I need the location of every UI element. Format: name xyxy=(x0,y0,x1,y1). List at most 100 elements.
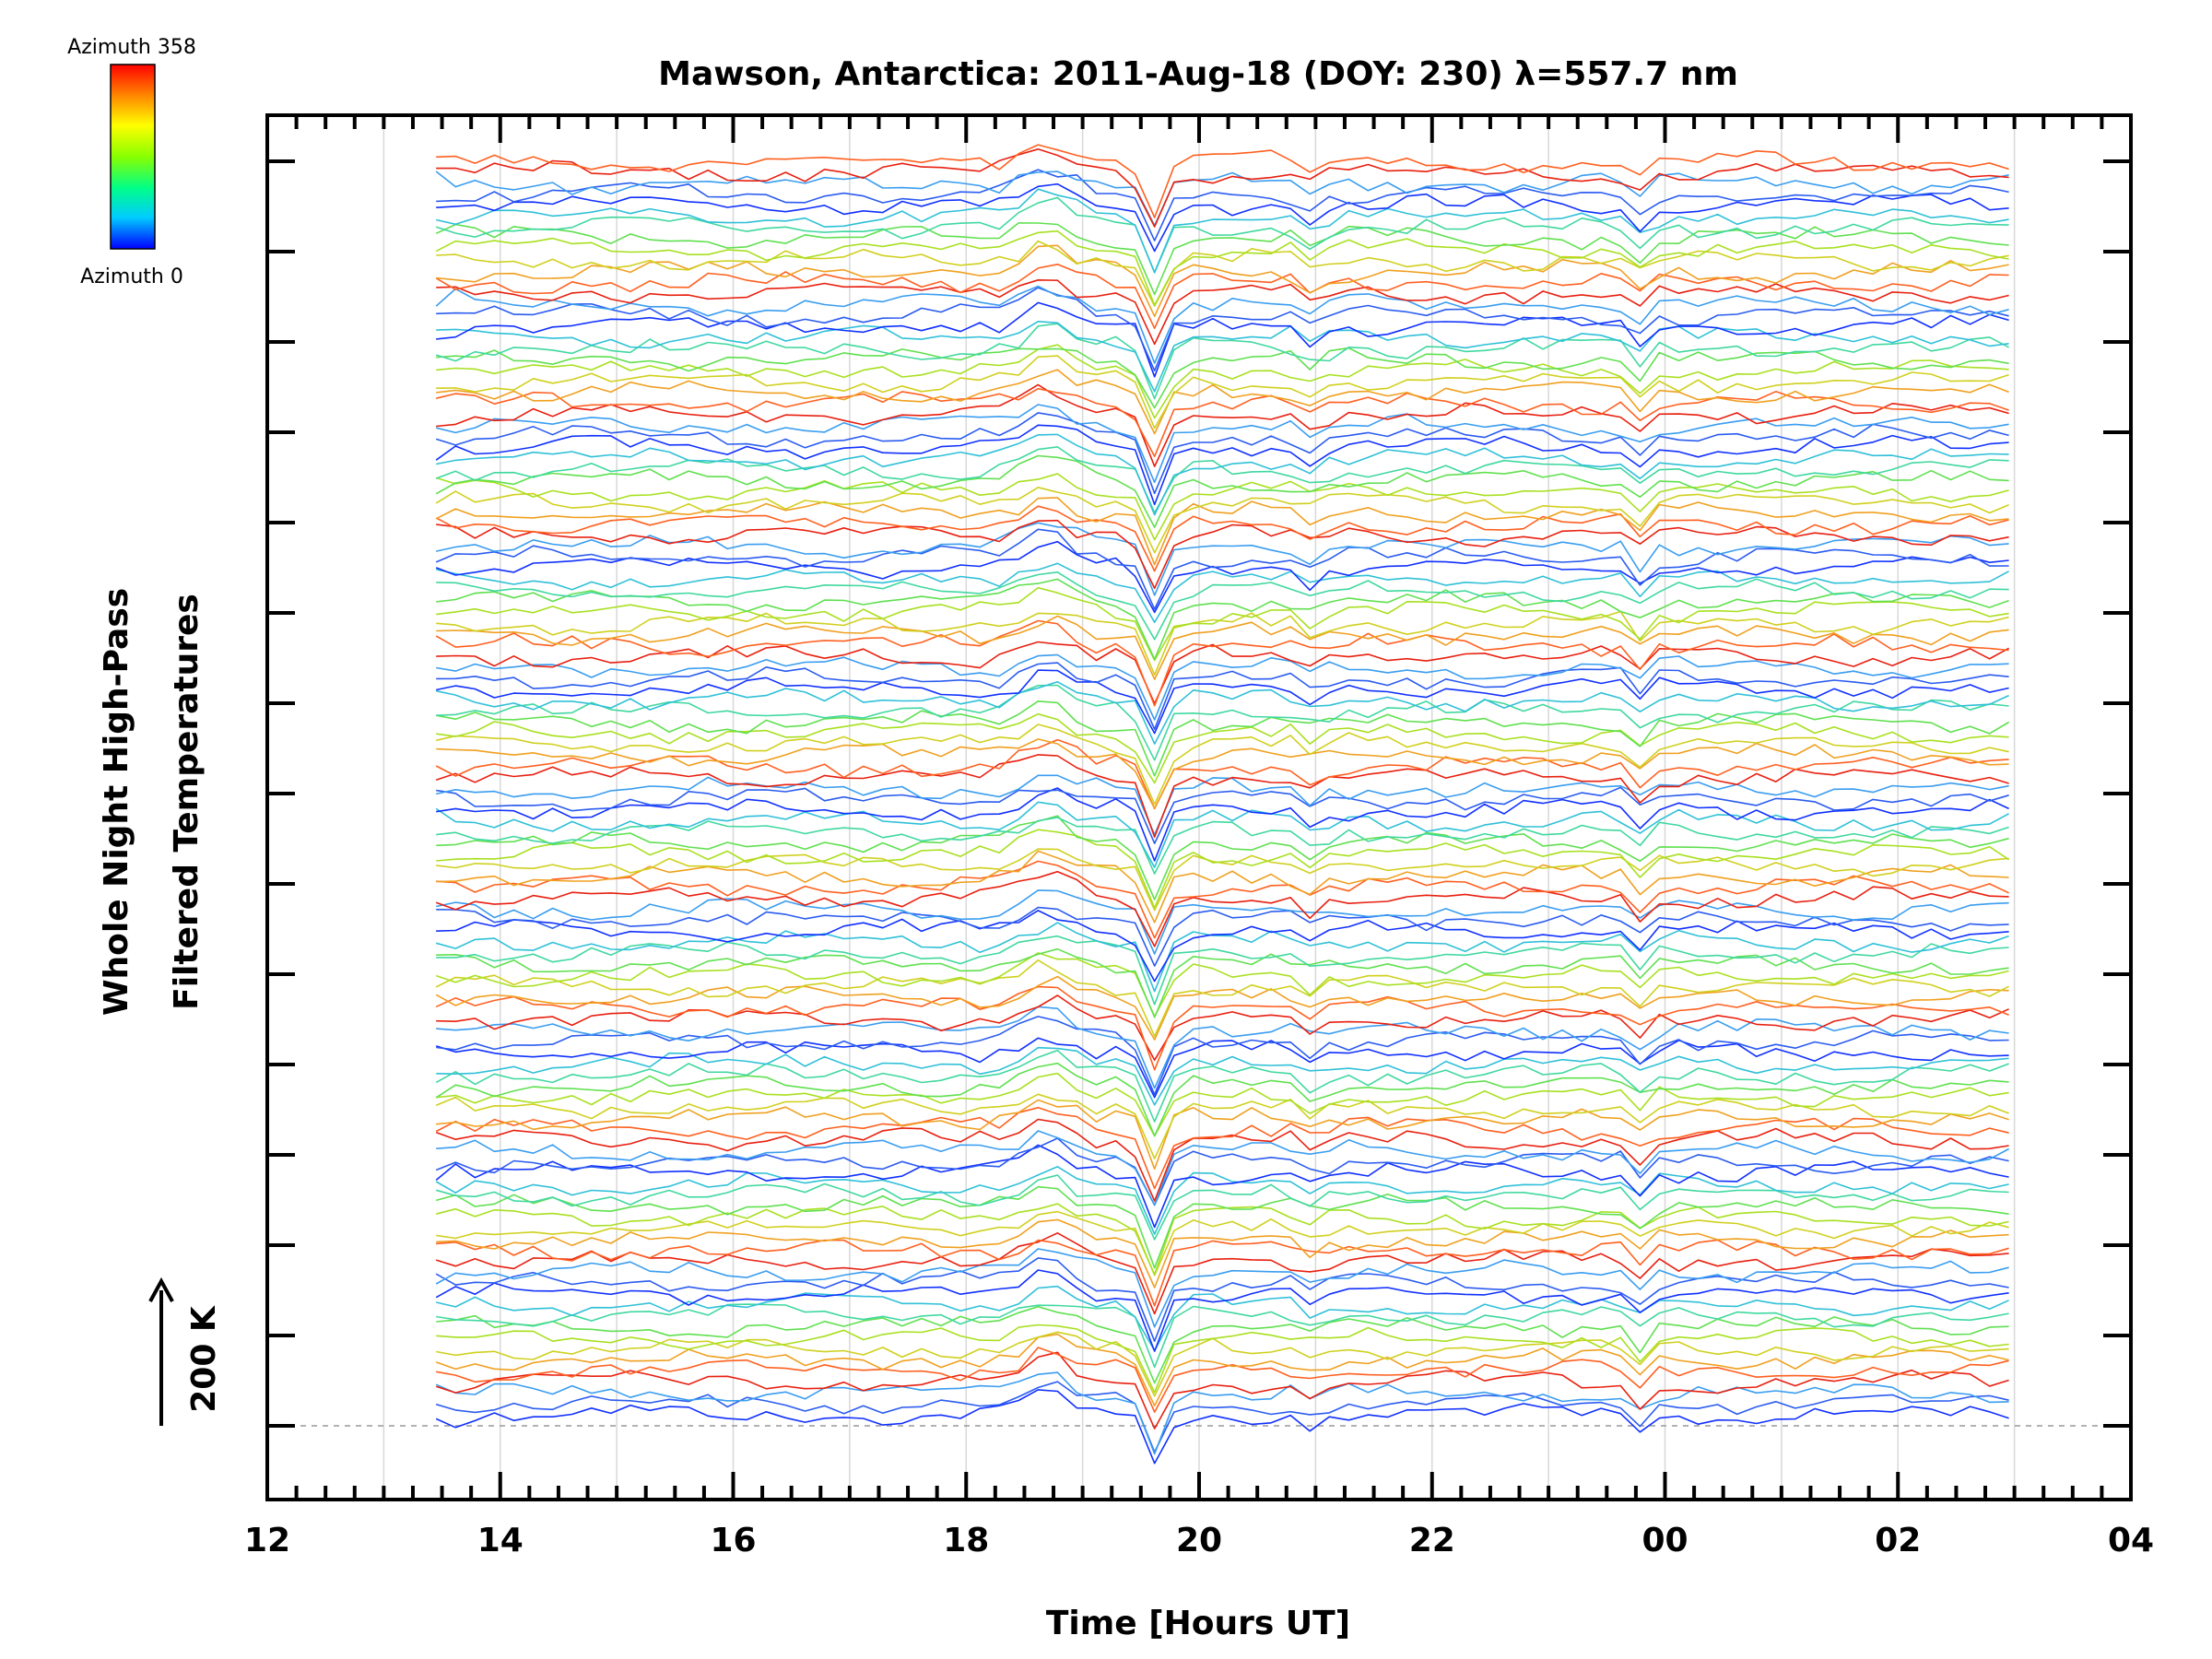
x-tick-label: 00 xyxy=(1641,1522,1688,1559)
trace-line xyxy=(436,188,2009,274)
trace-line xyxy=(435,619,2009,707)
trace-line xyxy=(436,182,2009,253)
trace-line xyxy=(436,279,2009,346)
trace-line xyxy=(436,519,2009,590)
trace-line xyxy=(436,700,2010,777)
trace-line xyxy=(436,1303,2009,1369)
trace-line xyxy=(436,860,2009,939)
trace-line xyxy=(435,1185,2009,1269)
trace-line xyxy=(436,369,2009,435)
trace-line xyxy=(435,229,2009,306)
trace-line xyxy=(435,801,2009,868)
trace-line xyxy=(436,1305,2009,1384)
trace-line xyxy=(435,1257,2009,1342)
trace-line xyxy=(435,323,2009,400)
trace-line xyxy=(435,975,2009,1041)
trace-line xyxy=(436,562,2009,623)
trace-line xyxy=(435,473,2009,541)
trace-line xyxy=(435,1049,2009,1123)
chart-title: Mawson, Antarctica: 2011-Aug-18 (DOY: 23… xyxy=(658,55,1738,93)
trace-line xyxy=(436,383,2009,467)
trace-line xyxy=(436,244,2009,317)
trace-line xyxy=(436,684,2009,761)
trace-line xyxy=(436,1072,2009,1137)
trace-line xyxy=(435,1093,2009,1159)
trace-line xyxy=(436,240,2009,307)
x-axis-label: Time [Hours UT] xyxy=(1046,1605,1350,1642)
colorbar-top-label: Azimuth 358 xyxy=(67,36,196,59)
axis-ticks xyxy=(265,115,2133,1500)
colorbar xyxy=(110,64,156,250)
trace-line xyxy=(435,222,2009,296)
trace-line xyxy=(435,1333,2009,1406)
trace-line xyxy=(436,571,2009,641)
trace-line xyxy=(436,433,2009,516)
trace-line xyxy=(436,786,2009,844)
trace-line xyxy=(436,1239,2009,1307)
trace-line xyxy=(435,424,2009,506)
trace-line xyxy=(436,522,2009,596)
trace-line xyxy=(436,169,2009,241)
trace-line xyxy=(435,952,2009,1018)
trace-line xyxy=(436,724,2009,806)
trace-line xyxy=(435,505,2009,572)
trace-line xyxy=(435,196,2009,274)
trace-line xyxy=(436,850,2009,924)
trace-line xyxy=(436,662,2009,730)
trace-line xyxy=(436,712,2009,784)
trace-line xyxy=(435,1389,2009,1465)
trace-line xyxy=(435,985,2009,1071)
trace-line xyxy=(435,1248,2009,1328)
trace-line xyxy=(436,787,2009,862)
x-tick-label: 22 xyxy=(1409,1522,1455,1559)
scale-arrow xyxy=(148,1277,174,1426)
x-tick-label: 02 xyxy=(1875,1522,1921,1559)
scale-label: 200 K xyxy=(185,1305,223,1413)
trace-line xyxy=(436,910,2009,982)
x-tick-label: 12 xyxy=(244,1522,290,1559)
x-tick-label: 04 xyxy=(2108,1522,2154,1559)
x-gridlines xyxy=(382,115,2016,1500)
trace-line xyxy=(435,285,2009,364)
y-axis-label-line1: Whole Night High-Pass xyxy=(98,588,135,1016)
trace-line xyxy=(435,870,2009,947)
trace-line xyxy=(436,848,2009,912)
trace-line xyxy=(436,829,2010,909)
trace-line xyxy=(436,144,2009,218)
trace-group xyxy=(435,144,2010,1465)
trace-line xyxy=(435,1037,2009,1099)
trace-line xyxy=(436,1218,2009,1288)
trace-line xyxy=(436,774,2009,836)
trace-line xyxy=(436,610,2009,676)
trace-line xyxy=(435,738,2009,810)
x-tick-label: 18 xyxy=(943,1522,989,1559)
trace-line xyxy=(436,653,2009,721)
trace-line xyxy=(435,1371,2009,1455)
trace-line xyxy=(435,487,2009,554)
trace-line xyxy=(436,1046,2009,1106)
trace-line xyxy=(435,1232,2009,1315)
y-axis-label-line2: Filtered Temperatures xyxy=(168,594,206,1010)
trace-line xyxy=(436,1006,2009,1089)
trace-line xyxy=(436,815,2009,900)
trace-line xyxy=(436,355,2009,429)
trace-line xyxy=(436,1016,2009,1096)
trace-line xyxy=(436,947,2009,1018)
trace-line xyxy=(436,1347,2009,1413)
trace-line xyxy=(435,922,2009,993)
trace-line xyxy=(436,1130,2009,1206)
trace-line xyxy=(436,321,2009,393)
trace-line xyxy=(435,540,2009,614)
trace-line xyxy=(436,1210,2009,1277)
trace-line xyxy=(436,287,2009,371)
trace-line xyxy=(436,889,2009,955)
trace-line xyxy=(436,738,2009,809)
trace-line xyxy=(436,347,2009,409)
x-tick-label: 16 xyxy=(710,1522,756,1559)
trace-line xyxy=(435,264,2009,329)
colorbar-bottom-label: Azimuth 0 xyxy=(80,265,183,288)
trace-line xyxy=(435,1107,2009,1190)
trace-line xyxy=(435,528,2009,610)
trace-line xyxy=(435,497,2009,566)
